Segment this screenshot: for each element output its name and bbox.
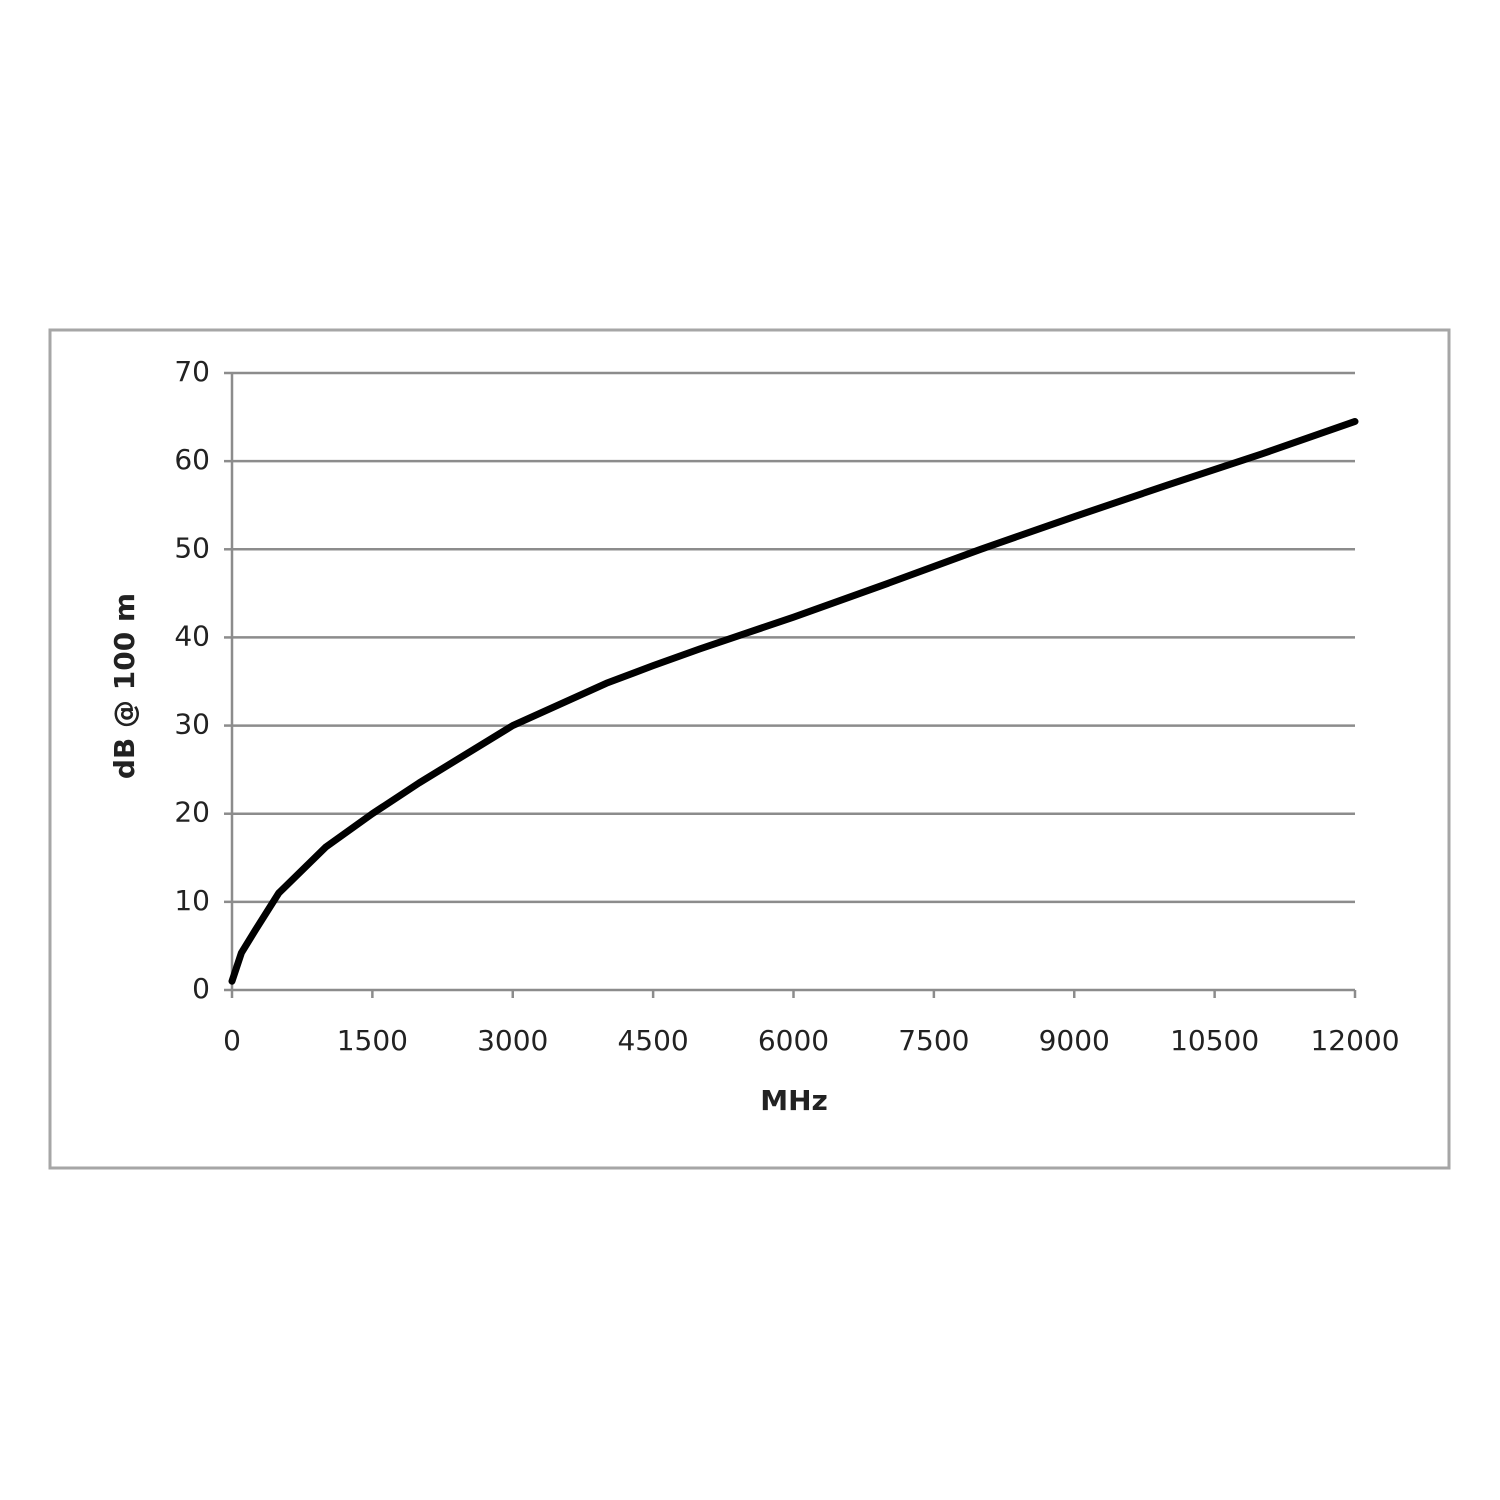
y-axis-title: dB @ 100 m bbox=[108, 593, 141, 779]
y-tick-label: 70 bbox=[174, 355, 210, 388]
data-line bbox=[228, 417, 1359, 985]
x-tick-label: 0 bbox=[223, 1024, 241, 1057]
y-tick-label: 0 bbox=[192, 972, 210, 1005]
x-tick-label: 12000 bbox=[1310, 1024, 1399, 1057]
y-tick-label: 60 bbox=[174, 443, 210, 476]
x-tick-label: 1500 bbox=[337, 1024, 408, 1057]
x-tick-label: 3000 bbox=[477, 1024, 548, 1057]
y-tick-label: 50 bbox=[174, 531, 210, 564]
y-tick-label: 40 bbox=[174, 619, 210, 652]
x-tick-label: 10500 bbox=[1170, 1024, 1259, 1057]
x-tick-label: 7500 bbox=[898, 1024, 969, 1057]
x-tick-label: 6000 bbox=[758, 1024, 829, 1057]
y-tick-label: 30 bbox=[174, 708, 210, 741]
y-tick-label: 20 bbox=[174, 796, 210, 829]
x-tick-label: 4500 bbox=[617, 1024, 688, 1057]
x-tick-label: 9000 bbox=[1039, 1024, 1110, 1057]
y-tick-label: 10 bbox=[174, 884, 210, 917]
x-axis-title: MHz bbox=[760, 1084, 828, 1117]
